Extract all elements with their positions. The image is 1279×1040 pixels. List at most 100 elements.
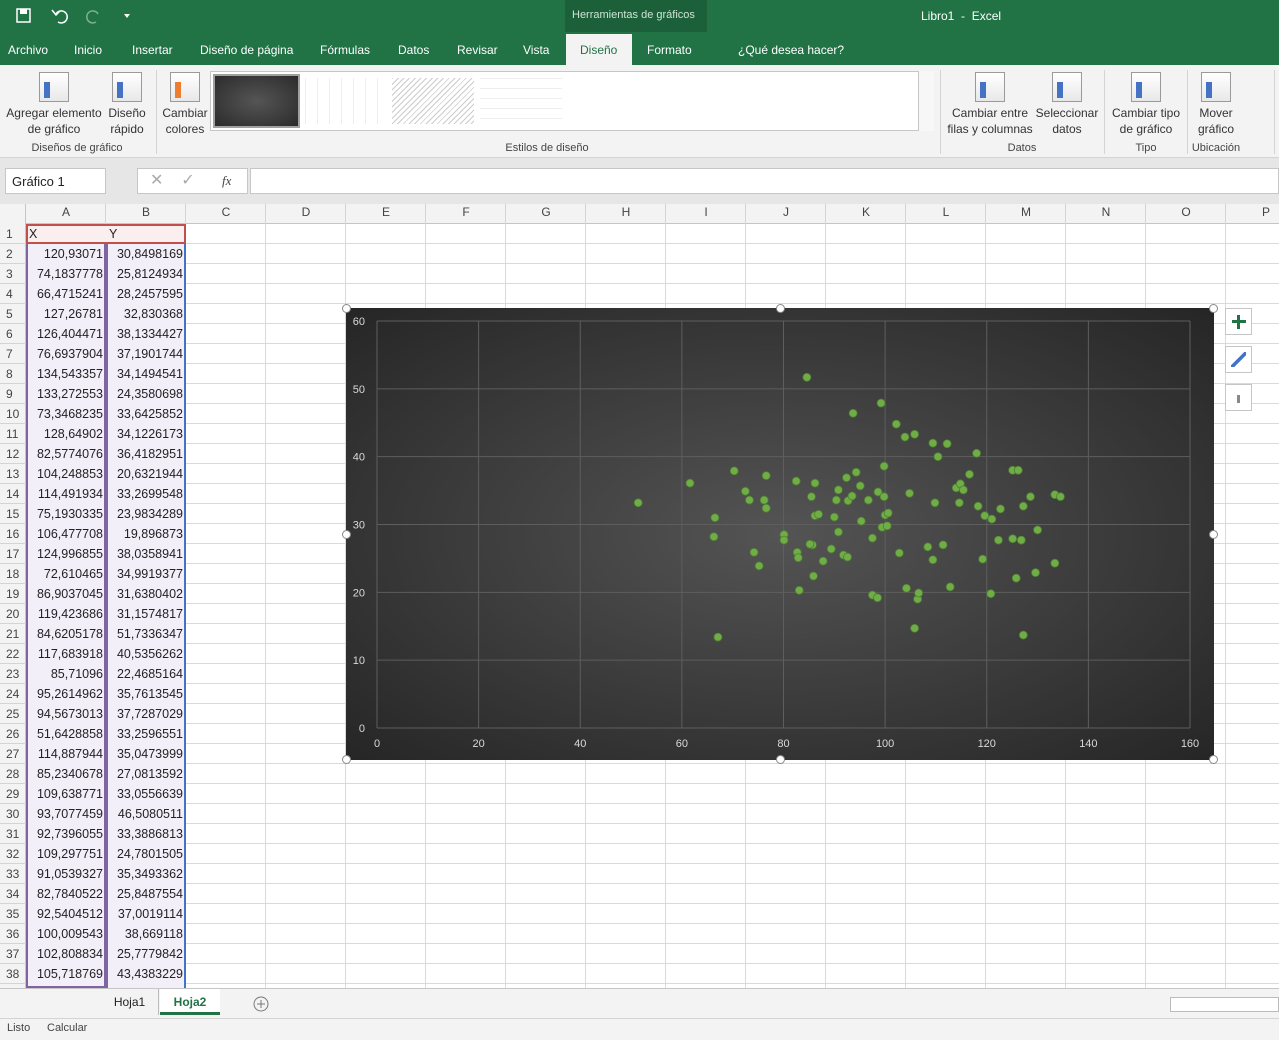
cell[interactable]: 33,2699548 bbox=[116, 487, 183, 501]
selection-handle[interactable] bbox=[776, 304, 785, 313]
cell[interactable]: 51,7336347 bbox=[116, 627, 183, 641]
cell[interactable]: 93,7077459 bbox=[36, 807, 103, 821]
cell[interactable]: 109,297751 bbox=[36, 847, 103, 861]
sheet-tab-active[interactable]: Hoja2 bbox=[160, 989, 220, 1015]
function-label[interactable]: fx bbox=[222, 173, 232, 188]
cell[interactable]: 72,610465 bbox=[43, 567, 103, 581]
chart[interactable]: 0 20 40 60 80 100 120 140 160 0 10 20 30 40 50 60 bbox=[346, 308, 1214, 760]
chart-side-button[interactable] bbox=[1225, 346, 1252, 373]
ribbon-tab[interactable]: Datos bbox=[398, 43, 430, 57]
cell[interactable]: 86,9037045 bbox=[36, 587, 103, 601]
ribbon-button-label[interactable]: gráfico bbox=[1197, 122, 1235, 136]
cell[interactable]: 33,2596551 bbox=[116, 727, 183, 741]
cell[interactable]: 22,4685164 bbox=[116, 667, 183, 681]
cell[interactable]: 38,0358941 bbox=[116, 547, 183, 561]
formula-input[interactable] bbox=[250, 168, 1279, 194]
selection-handle[interactable] bbox=[776, 755, 785, 764]
cell[interactable]: 117,683918 bbox=[37, 647, 103, 661]
cell[interactable]: 38,669118 bbox=[124, 927, 183, 941]
ribbon-button-label[interactable]: colores bbox=[165, 122, 205, 136]
sheet-tab[interactable]: Hoja1 bbox=[101, 989, 159, 1015]
ribbon-button-label[interactable]: rápido bbox=[110, 122, 144, 136]
active-tab[interactable] bbox=[566, 34, 632, 65]
selection-handle[interactable] bbox=[1209, 755, 1218, 764]
cell[interactable]: 51,6428858 bbox=[36, 727, 103, 741]
cell[interactable]: 100,009543 bbox=[36, 927, 103, 941]
cell[interactable]: 30,8498169 bbox=[116, 247, 183, 261]
cell[interactable]: 106,477708 bbox=[36, 527, 103, 541]
cell[interactable]: 124,996855 bbox=[36, 547, 103, 561]
ribbon-button-label[interactable]: Cambiar entre bbox=[951, 106, 1029, 120]
tell-me[interactable]: ¿Qué desea hacer? bbox=[738, 43, 845, 57]
cell[interactable]: 128,64902 bbox=[43, 427, 103, 441]
cell[interactable]: 92,5404512 bbox=[36, 907, 103, 921]
ribbon-button-label[interactable]: Agregar elemento bbox=[6, 106, 102, 120]
ribbon-tab[interactable]: Archivo bbox=[8, 43, 49, 57]
chart-side-button[interactable] bbox=[1225, 384, 1252, 411]
cell[interactable]: 37,1901744 bbox=[116, 347, 183, 361]
cell[interactable]: 82,7840522 bbox=[36, 887, 103, 901]
cell[interactable]: 35,3493362 bbox=[116, 867, 183, 881]
cell[interactable]: 37,0019114 bbox=[117, 907, 183, 921]
ribbon-tab[interactable]: Diseño bbox=[580, 43, 618, 57]
name-box[interactable] bbox=[5, 168, 106, 194]
cell[interactable]: 34,1226173 bbox=[116, 427, 183, 441]
cell[interactable]: 19,896873 bbox=[123, 527, 183, 541]
cell[interactable]: 32,830368 bbox=[123, 307, 183, 321]
cell[interactable]: 38,1334427 bbox=[116, 327, 183, 341]
ribbon-button-label[interactable]: de gráfico bbox=[27, 122, 81, 136]
gallery-scroll[interactable] bbox=[918, 71, 934, 131]
cell[interactable]: 85,2340678 bbox=[36, 767, 103, 781]
cell[interactable]: 134,543357 bbox=[36, 367, 103, 381]
cell[interactable]: 84,6205178 bbox=[36, 627, 103, 641]
gallery-thumb[interactable] bbox=[392, 78, 474, 124]
selection-handle[interactable] bbox=[342, 755, 351, 764]
h-scrollbar[interactable] bbox=[1170, 997, 1279, 1012]
cell[interactable]: 104,248853 bbox=[36, 467, 103, 481]
cell[interactable]: 34,1494541 bbox=[116, 367, 183, 381]
customize-icon[interactable] bbox=[124, 14, 130, 18]
ribbon-button-label[interactable]: de gráfico bbox=[1119, 122, 1173, 136]
cell[interactable]: 37,7287029 bbox=[116, 707, 183, 721]
ribbon-tab[interactable]: Inicio bbox=[74, 43, 103, 57]
cell[interactable]: 31,6380402 bbox=[116, 587, 183, 601]
cell[interactable]: 33,6425852 bbox=[116, 407, 183, 421]
cell[interactable]: 31,1574817 bbox=[116, 607, 183, 621]
ribbon-tab[interactable]: Insertar bbox=[132, 43, 173, 57]
add-sheet[interactable] bbox=[252, 995, 270, 1013]
cell[interactable]: 114,887944 bbox=[37, 747, 103, 761]
cell[interactable]: 35,7613545 bbox=[116, 687, 183, 701]
chart-side-button[interactable] bbox=[1225, 308, 1252, 335]
gallery-thumb[interactable] bbox=[305, 78, 387, 124]
cell[interactable]: 24,7801505 bbox=[116, 847, 183, 861]
cell[interactable]: 28,2457595 bbox=[116, 287, 183, 301]
name-box-text[interactable]: Gráfico 1 bbox=[12, 174, 65, 189]
cell[interactable]: 95,2614962 bbox=[36, 687, 103, 701]
redo-icon[interactable] bbox=[86, 10, 99, 24]
ribbon-button-label[interactable]: Mover bbox=[1199, 106, 1233, 120]
gallery-thumb-selected[interactable] bbox=[213, 74, 300, 128]
cell[interactable]: 114,491934 bbox=[37, 487, 103, 501]
cell[interactable]: 40,5356262 bbox=[116, 647, 183, 661]
cell[interactable]: 25,8487554 bbox=[116, 887, 183, 901]
cell[interactable]: 33,0556639 bbox=[116, 787, 183, 801]
cell[interactable]: 34,9919377 bbox=[116, 567, 183, 581]
ribbon-button-label[interactable]: Diseño bbox=[108, 106, 146, 120]
cell[interactable]: 75,1930335 bbox=[36, 507, 103, 521]
selection-handle[interactable] bbox=[342, 304, 351, 313]
cell[interactable]: 85,71096 bbox=[50, 667, 103, 681]
cell[interactable]: 43,4383229 bbox=[116, 967, 183, 981]
cell[interactable]: 25,7779842 bbox=[116, 947, 183, 961]
selection-handle[interactable] bbox=[342, 530, 351, 539]
ribbon-tab[interactable]: Revisar bbox=[457, 43, 498, 57]
cell[interactable]: 33,3886813 bbox=[116, 827, 183, 841]
cell[interactable]: 23,9834289 bbox=[116, 507, 183, 521]
cell[interactable]: 120,93071 bbox=[43, 247, 103, 261]
cell[interactable]: 24,3580698 bbox=[116, 387, 183, 401]
ribbon-tab[interactable]: Formato bbox=[647, 43, 692, 57]
cell[interactable]: 94,5673013 bbox=[36, 707, 103, 721]
cell[interactable]: X bbox=[29, 227, 38, 241]
cell[interactable]: 119,423686 bbox=[37, 607, 103, 621]
cell[interactable]: 74,1837778 bbox=[36, 267, 103, 281]
cell[interactable]: 73,3468235 bbox=[36, 407, 103, 421]
